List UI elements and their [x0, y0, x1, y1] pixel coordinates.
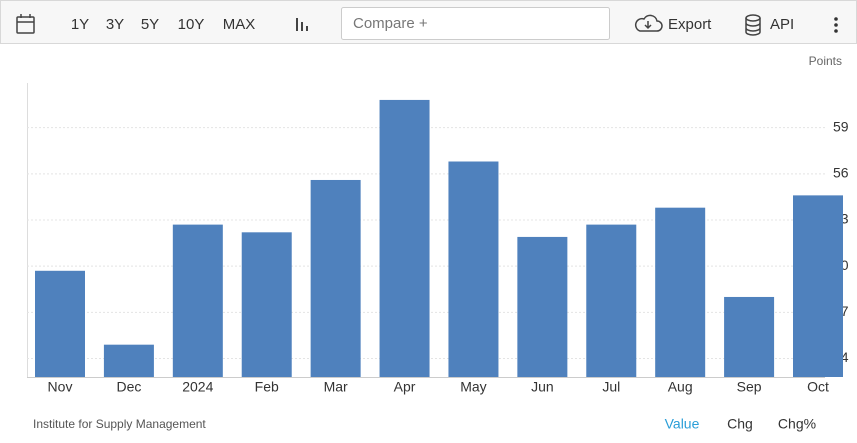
bar [310, 179, 361, 377]
y-axis-unit: Points [809, 54, 842, 68]
compare-placeholder[interactable]: Compare + [353, 15, 428, 32]
api-button[interactable]: API [770, 16, 794, 33]
more-menu[interactable] [834, 17, 838, 33]
y-tick-label: 59 [833, 118, 849, 134]
tab-chg-pct[interactable]: Chg% [778, 416, 816, 432]
bar [103, 344, 154, 377]
bar [241, 232, 292, 377]
range-button[interactable]: 1Y [71, 16, 89, 33]
x-tick-label: May [460, 379, 486, 395]
x-tick-label: Nov [48, 379, 73, 395]
x-tick-label: Aug [668, 379, 693, 395]
bar [35, 270, 85, 377]
x-tick-label: Oct [807, 379, 829, 395]
x-tick-label: Apr [394, 379, 416, 395]
calendar-icon[interactable] [16, 14, 35, 34]
bar [793, 195, 843, 377]
x-tick-label: Dec [116, 379, 141, 395]
x-tick-label: Jul [602, 379, 620, 395]
export-button[interactable]: Export [668, 16, 712, 33]
source: Institute for Supply Management [33, 417, 206, 431]
chart-type-icon[interactable] [296, 18, 308, 31]
range-button[interactable]: 5Y [141, 16, 159, 33]
x-tick-label: Jun [531, 379, 554, 395]
bar [379, 99, 430, 377]
range-button[interactable]: 3Y [106, 16, 124, 33]
export-icon[interactable] [634, 14, 663, 32]
bar [586, 224, 637, 377]
plot: 444750535659NovDec2024FebMarAprMayJunJul… [27, 99, 849, 395]
bar [655, 207, 706, 377]
range-button[interactable]: 10Y [178, 16, 205, 33]
bar [724, 296, 775, 377]
bar [172, 224, 223, 377]
bar [517, 236, 568, 377]
x-tick-label: 2024 [182, 379, 213, 395]
x-tick-label: Mar [324, 379, 348, 395]
y-tick-label: 56 [833, 165, 849, 181]
range-button[interactable]: MAX [223, 16, 256, 33]
tab-value[interactable]: Value [665, 416, 700, 432]
x-tick-label: Sep [737, 379, 762, 395]
tab-chg[interactable]: Chg [727, 416, 753, 432]
bar [448, 161, 499, 377]
x-tick-label: Feb [255, 379, 279, 395]
compare-input[interactable] [341, 7, 610, 40]
api-icon[interactable] [745, 14, 761, 36]
